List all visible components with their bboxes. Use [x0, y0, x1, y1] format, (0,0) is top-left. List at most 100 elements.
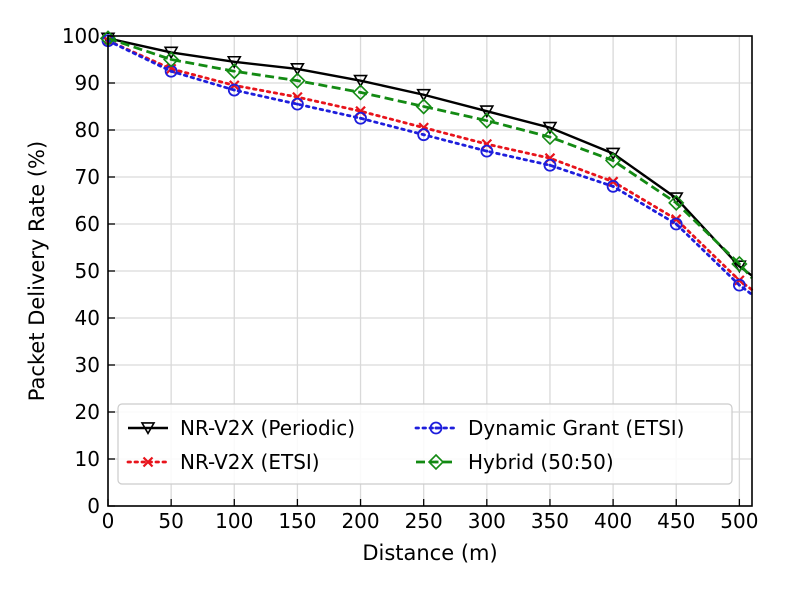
data-point	[353, 74, 368, 88]
diamond-outline	[163, 51, 180, 68]
data-point	[417, 128, 431, 142]
data-point	[543, 158, 557, 172]
x-tick-label: 0	[102, 509, 115, 533]
data-point	[163, 46, 179, 60]
diamond-center	[232, 69, 236, 73]
circle-ring	[417, 128, 431, 142]
axis-ticks: 0 50 100 150 200 250 300 350 400 450 500 0 10 20 30 40 5…	[62, 24, 759, 533]
x-tick-label: 100	[215, 509, 253, 533]
circle-center	[434, 426, 438, 430]
series-0	[100, 32, 753, 277]
legend-label: Dynamic Grant (ETSI)	[468, 416, 684, 440]
circle-center	[232, 88, 236, 92]
legend-box	[117, 403, 733, 485]
diamond-center	[296, 79, 299, 83]
circle-ring	[606, 179, 620, 193]
legend-marker	[427, 453, 445, 471]
legend: NR-V2X (Periodic) NR-V2X (ETSI) Dynamic Gr…	[117, 403, 733, 485]
data-point	[291, 97, 304, 111]
data-point	[226, 55, 242, 69]
circle-center	[485, 149, 489, 153]
y-tick-label: 50	[75, 259, 100, 283]
x-stroke	[142, 456, 154, 468]
circle-center	[674, 222, 678, 226]
diamond-outline	[604, 152, 622, 169]
x-axis-title: Distance (m)	[362, 541, 497, 565]
data-point	[290, 62, 305, 76]
circle-ring	[669, 217, 683, 231]
diamond-outline	[415, 98, 432, 115]
x-tick-label: 200	[341, 509, 379, 533]
series-line	[106, 39, 754, 296]
diamond-outline	[478, 112, 495, 129]
legend-entry: NR-V2X (ETSI)	[126, 450, 320, 474]
y-axis-title: Packet Delivery Rate (%)	[25, 141, 49, 401]
legend-marker	[429, 421, 443, 435]
diamond-outline	[541, 128, 559, 146]
diamond-center	[422, 105, 426, 108]
data-point	[606, 179, 620, 193]
series-line	[106, 39, 754, 292]
series-layer	[99, 30, 754, 296]
diamond-center	[169, 58, 173, 61]
data-point	[226, 63, 243, 80]
data-point	[352, 84, 369, 101]
y-tick-label: 100	[62, 24, 100, 48]
diamond-outline	[427, 453, 445, 471]
diamond-center	[611, 159, 615, 162]
data-point	[731, 255, 748, 273]
y-tick-label: 0	[87, 494, 100, 518]
data-point	[669, 217, 683, 231]
x-tick-label: 150	[278, 509, 316, 533]
series-line	[107, 37, 753, 277]
diamond-center	[359, 91, 362, 94]
diamond-outline	[352, 84, 369, 101]
legend-marker	[142, 456, 154, 468]
data-point	[479, 105, 495, 119]
y-tick-label: 80	[75, 118, 100, 142]
diamond-center	[548, 135, 552, 139]
series-3	[99, 30, 754, 279]
circle-center	[295, 102, 299, 106]
legend-marker	[140, 422, 156, 436]
diamond-outline	[731, 255, 748, 273]
series-line	[107, 37, 754, 279]
y-tick-label: 40	[75, 306, 100, 330]
data-point	[289, 72, 306, 89]
y-tick-label: 70	[75, 165, 100, 189]
data-point	[480, 144, 494, 158]
data-point	[354, 111, 367, 125]
data-point	[415, 98, 432, 115]
data-point	[732, 278, 746, 292]
circle-ring	[732, 278, 746, 292]
circle-center	[169, 69, 173, 73]
legend-entry: Hybrid (50:50)	[416, 450, 614, 474]
x-tick-label: 250	[405, 509, 443, 533]
circle-center	[611, 184, 615, 188]
circle-ring	[543, 158, 557, 172]
diamond-center	[485, 119, 489, 122]
x-tick-label: 350	[531, 509, 569, 533]
data-point	[668, 194, 685, 211]
data-point	[541, 128, 559, 146]
circle-center	[422, 133, 426, 137]
circle-center	[737, 283, 741, 287]
x-tick-label: 500	[720, 509, 758, 533]
legend-label: NR-V2X (ETSI)	[180, 450, 320, 474]
x-tick-label: 50	[158, 509, 183, 533]
circle-center	[359, 116, 363, 120]
data-point	[416, 88, 432, 102]
y-tick-label: 60	[75, 212, 100, 236]
y-tick-label: 20	[75, 400, 100, 424]
diamond-center	[737, 262, 741, 266]
y-tick-label: 30	[75, 353, 100, 377]
legend-entry: Dynamic Grant (ETSI)	[414, 416, 684, 440]
data-point	[604, 152, 622, 169]
legend-entry: NR-V2X (Periodic)	[128, 416, 355, 440]
y-tick-label: 90	[75, 71, 100, 95]
data-point	[605, 147, 621, 161]
diamond-outline	[668, 194, 685, 211]
y-tick-label: 10	[75, 447, 100, 471]
data-point	[478, 112, 495, 129]
